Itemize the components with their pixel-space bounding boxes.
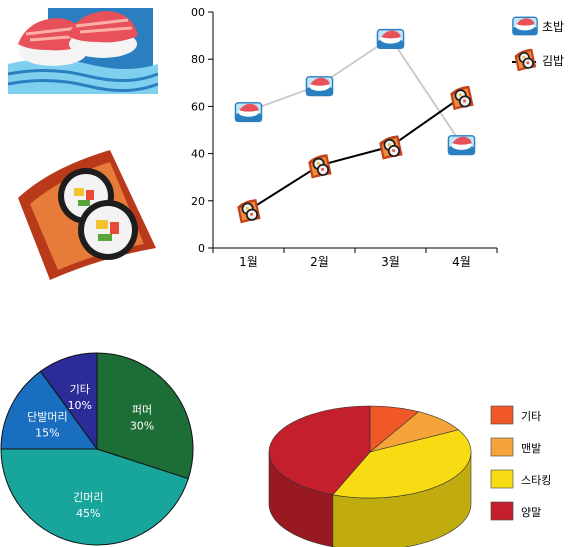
legend-label: 맨발 (521, 442, 541, 455)
y-tick-label: 20 (191, 195, 205, 208)
gimbap-icon (237, 199, 261, 224)
x-tick-label: 1월 (239, 255, 258, 269)
legend-swatch (490, 469, 514, 489)
legend-label: 기타 (521, 410, 541, 423)
legend-label: 스타킹 (521, 474, 551, 487)
sushi-icon (376, 28, 405, 50)
pie-chart: 퍼머 30% 긴머리 45% 단발머리 15% 기타 10% (0, 352, 194, 546)
legend-swatch (490, 501, 514, 521)
series-line (247, 96, 463, 212)
clipart-wave (8, 59, 158, 94)
pie-3d-slice (268, 405, 371, 496)
pie-slice-name: 긴머리 (73, 491, 103, 504)
legend-gimbap-icon (514, 48, 537, 72)
x-tick-label: 4월 (452, 255, 471, 269)
gimbap-icon (308, 154, 332, 179)
sushi-icon (234, 101, 263, 123)
legend-label: 초밥 (542, 20, 564, 34)
y-tick-label: 0 (198, 242, 205, 255)
pie-slice-name: 단발머리 (27, 411, 67, 424)
legend-swatch (490, 437, 514, 457)
pie-slice (39, 352, 98, 451)
pie-3d-slice (332, 429, 472, 499)
legend-sushi-icon (512, 16, 538, 36)
x-tick-label: 3월 (381, 255, 400, 269)
sushi-clipart (8, 8, 158, 94)
x-tick-label: 2월 (310, 255, 329, 269)
pie-slice-percent: 30% (130, 419, 154, 432)
pie-slice (0, 448, 189, 546)
y-tick-label: 60 (191, 100, 205, 113)
legend-label: 양말 (521, 506, 541, 519)
gimbap-icon (450, 85, 474, 111)
series-line (248, 36, 463, 145)
legend-label: 김밥 (542, 54, 564, 68)
pie-slice-name: 기타 (70, 383, 90, 396)
y-tick-label: 80 (191, 53, 205, 66)
pie-slice-name: 퍼머 (132, 403, 152, 416)
y-tick-label: 40 (191, 148, 205, 161)
pie-slice (0, 370, 98, 450)
y-tick-label: 100 (190, 6, 205, 19)
gimbap-clipart (18, 150, 156, 280)
sushi-icon (447, 135, 476, 156)
legend-swatch (490, 405, 514, 425)
gimbap-icon (379, 135, 403, 160)
sushi-icon (305, 76, 334, 97)
pie-slice (96, 352, 194, 480)
pie-slice-percent: 45% (76, 507, 100, 520)
pie-slice-percent: 10% (68, 399, 92, 412)
pie-slice-percent: 15% (35, 427, 59, 440)
